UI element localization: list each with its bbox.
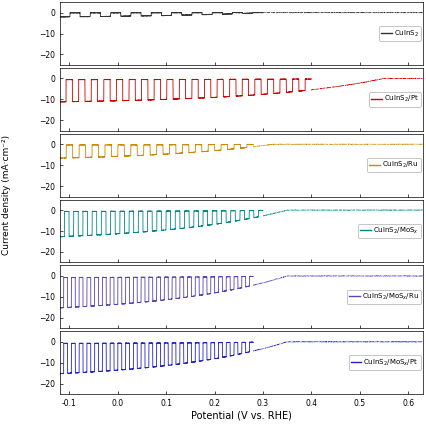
Legend: CuInS$_2$/Pt: CuInS$_2$/Pt — [368, 92, 420, 107]
X-axis label: Potential (V vs. RHE): Potential (V vs. RHE) — [190, 410, 291, 421]
Text: Current density (mA·cm⁻²): Current density (mA·cm⁻²) — [2, 135, 11, 255]
Legend: CuInS$_2$: CuInS$_2$ — [378, 26, 420, 41]
Legend: CuInS$_2$/Ru: CuInS$_2$/Ru — [366, 158, 420, 172]
Legend: CuInS$_2$/MoS$_x$/Ru: CuInS$_2$/MoS$_x$/Ru — [346, 290, 420, 304]
Legend: CuInS$_2$/MoS$_x$: CuInS$_2$/MoS$_x$ — [357, 224, 420, 238]
Legend: CuInS$_2$/MoS$_x$/Pt: CuInS$_2$/MoS$_x$/Pt — [348, 355, 420, 370]
